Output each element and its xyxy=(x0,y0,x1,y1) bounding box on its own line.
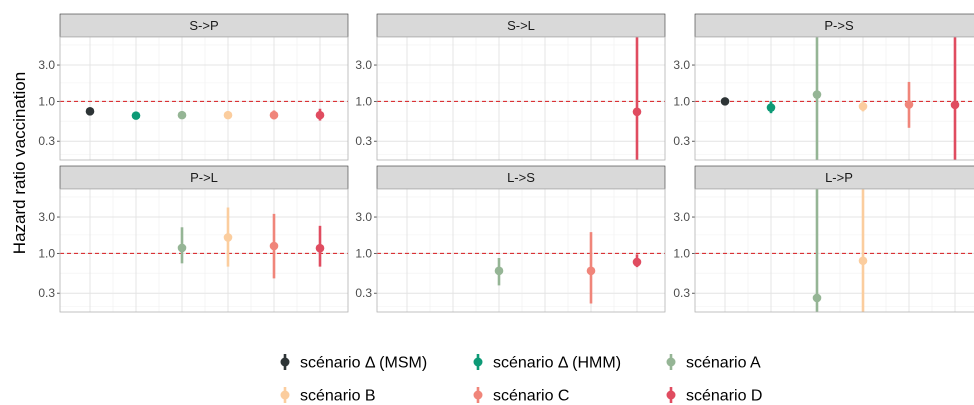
plot-area xyxy=(60,37,348,160)
legend-label: scénario D xyxy=(686,388,762,405)
y-tick-label: 3.0 xyxy=(38,58,55,72)
legend-key-point xyxy=(280,357,290,367)
y-tick-label: 3.0 xyxy=(38,210,55,224)
point-estimate xyxy=(586,266,596,276)
point-estimate xyxy=(812,293,822,303)
facet-panel: S->P 0.3 1.0 3.0 xyxy=(38,13,349,161)
plot-area xyxy=(60,189,348,312)
panel-border xyxy=(376,188,666,313)
point-estimate xyxy=(85,107,95,116)
legend-label: scénario B xyxy=(300,388,376,405)
point-estimate xyxy=(632,257,642,267)
point-estimate xyxy=(494,266,504,276)
point-estimate xyxy=(766,103,776,112)
legend-item: scénario A xyxy=(666,354,761,372)
plot-area xyxy=(377,37,665,160)
y-tick-label: 0.3 xyxy=(355,134,372,148)
data-points xyxy=(632,37,642,160)
facet-panel: L->S 0.3 1.0 3.0 xyxy=(355,165,666,313)
legend-item: scénario D xyxy=(666,387,762,405)
plot-area xyxy=(695,189,974,312)
plot-area xyxy=(695,37,974,160)
point-estimate xyxy=(632,107,642,117)
point-estimate xyxy=(269,110,279,120)
panel-border xyxy=(376,36,666,161)
point-estimate xyxy=(904,100,914,109)
y-tick-label: 0.3 xyxy=(38,286,55,300)
y-tick-label: 3.0 xyxy=(355,58,372,72)
legend-item: scénario C xyxy=(473,387,569,405)
y-tick-label: 1.0 xyxy=(673,246,690,260)
data-points xyxy=(177,207,325,279)
facet-panel: P->L 0.3 1.0 3.0 xyxy=(38,165,349,313)
facet-panel: P->S 0.3 1.0 3.0 xyxy=(673,13,974,161)
legend-key-point xyxy=(473,357,483,367)
panel-border xyxy=(59,36,349,161)
facet-panel: L->P 0.3 1.0 3.0 xyxy=(673,165,974,313)
point-estimate xyxy=(858,102,868,111)
facet-strip-label: P->S xyxy=(824,18,854,33)
panel-border xyxy=(59,188,349,313)
legend-label: scénario A xyxy=(686,355,761,372)
plot-area xyxy=(377,189,665,312)
facet-strip-label: L->P xyxy=(825,170,853,185)
legend-label: scénario Δ (MSM) xyxy=(300,355,427,372)
facet-panels: S->P0.31.03.0S->L0.31.03.0P->S0.31.03.0P… xyxy=(38,13,974,313)
data-points xyxy=(494,232,642,304)
y-tick-label: 1.0 xyxy=(355,246,372,260)
y-tick-label: 3.0 xyxy=(355,210,372,224)
legend-key-point xyxy=(473,390,483,400)
point-estimate xyxy=(177,110,187,120)
data-points xyxy=(720,37,960,160)
facet-strip-label: P->L xyxy=(190,170,218,185)
y-tick-label: 1.0 xyxy=(38,94,55,108)
y-tick-label: 3.0 xyxy=(673,210,690,224)
legend-key-point xyxy=(666,357,676,367)
point-estimate xyxy=(950,100,960,110)
legend-label: scénario C xyxy=(493,388,569,405)
y-axis-title: Hazard ratio vaccination xyxy=(10,72,29,254)
y-tick-label: 0.3 xyxy=(38,134,55,148)
y-tick-label: 0.3 xyxy=(673,286,690,300)
legend-label: scénario Δ (HMM) xyxy=(493,355,621,372)
point-estimate xyxy=(858,256,868,266)
facet-strip-label: S->L xyxy=(507,18,535,33)
point-estimate xyxy=(812,90,822,99)
y-tick-label: 3.0 xyxy=(673,58,690,72)
panel-border xyxy=(694,36,974,161)
point-estimate xyxy=(315,243,325,253)
legend-item: scénario B xyxy=(280,387,376,405)
point-estimate xyxy=(720,97,730,106)
y-tick-label: 1.0 xyxy=(673,94,690,108)
point-estimate xyxy=(177,243,187,253)
facet-panel: S->L 0.3 1.0 3.0 xyxy=(355,13,666,161)
legend-key-point xyxy=(280,390,290,400)
data-points xyxy=(85,107,325,121)
legend-item: scénario Δ (MSM) xyxy=(280,354,427,372)
point-estimate xyxy=(223,110,233,120)
facet-strip-label: S->P xyxy=(189,18,218,33)
legend-item: scénario Δ (HMM) xyxy=(473,354,621,372)
y-tick-label: 0.3 xyxy=(355,286,372,300)
y-tick-label: 0.3 xyxy=(673,134,690,148)
legend-key-point xyxy=(666,390,676,400)
legend: scénario Δ (MSM) scénario Δ (HMM) scénario… xyxy=(280,354,762,405)
panel-border xyxy=(694,188,974,313)
y-tick-label: 1.0 xyxy=(355,94,372,108)
point-estimate xyxy=(223,233,233,242)
point-estimate xyxy=(315,110,325,120)
facet-strip-label: L->S xyxy=(507,170,535,185)
data-points xyxy=(812,189,868,312)
point-estimate xyxy=(269,241,279,251)
point-estimate xyxy=(131,111,141,120)
y-tick-label: 1.0 xyxy=(38,246,55,260)
